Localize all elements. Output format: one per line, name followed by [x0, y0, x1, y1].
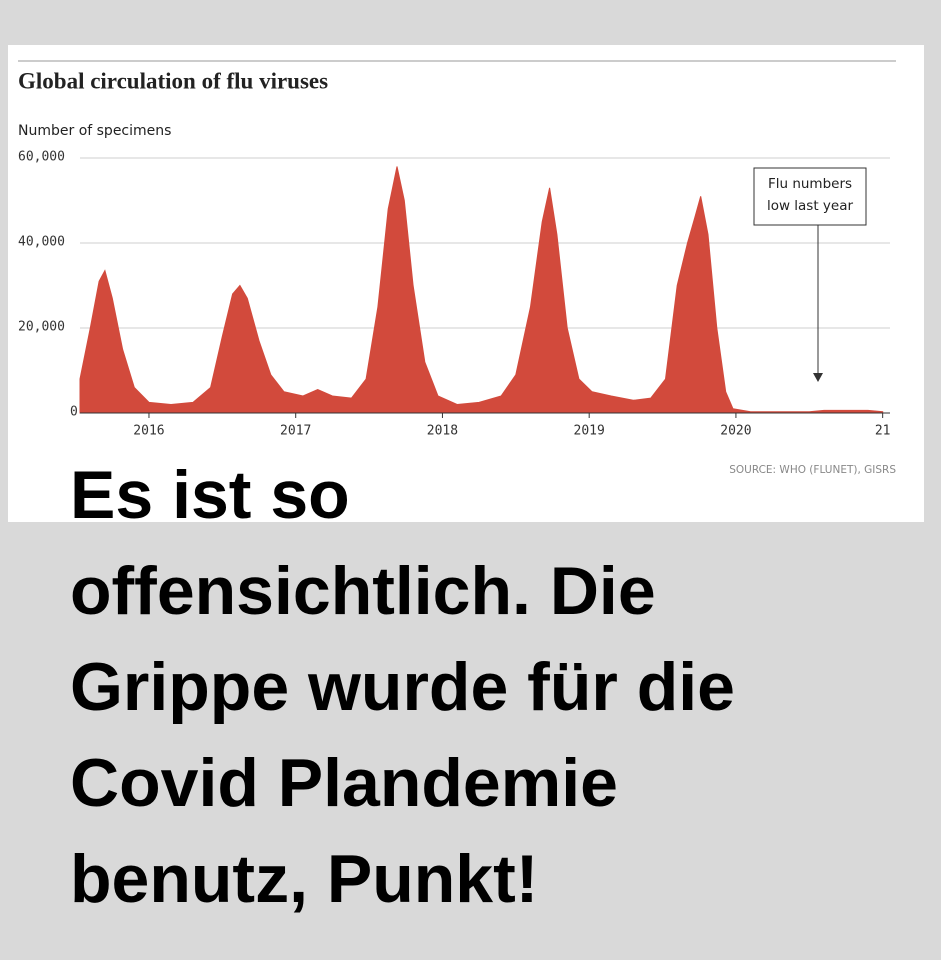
source: SOURCE: WHO (FLUNET), GISRS — [729, 464, 896, 476]
y-axis-label: Number of specimens — [18, 123, 171, 139]
caption-line: Grippe wurde für die — [70, 649, 735, 725]
chart-title: Global circulation of flu viruses — [18, 68, 328, 93]
x-tick-label: 2018 — [427, 424, 458, 439]
caption-line: benutz, Punkt! — [70, 841, 538, 917]
area — [79, 166, 884, 414]
y-tick-label: 20,000 — [18, 320, 65, 335]
caption-line: Es ist so — [70, 457, 350, 533]
x-tick-label: 2020 — [720, 424, 751, 439]
x-tick-label: 2019 — [574, 424, 605, 439]
arrow-head — [813, 373, 823, 382]
x-tick-label: 2016 — [133, 424, 164, 439]
caption-line: offensichtlich. Die — [70, 553, 656, 629]
y-tick-label: 0 — [70, 405, 78, 420]
y-tick-label: 60,000 — [18, 150, 65, 165]
annotation-text: low last year — [767, 198, 854, 214]
x-tick-label: 21 — [875, 424, 891, 439]
chart-panel — [8, 45, 924, 522]
y-tick-label: 40,000 — [18, 235, 65, 250]
annotation-box — [753, 167, 867, 226]
annotation-text: Flu numbers — [768, 176, 852, 192]
caption-line: Covid Plandemie — [70, 745, 618, 821]
caption: Es ist so offensichtlich. Die Grippe wurde… — [70, 457, 735, 917]
x-tick-label: 2017 — [280, 424, 311, 439]
